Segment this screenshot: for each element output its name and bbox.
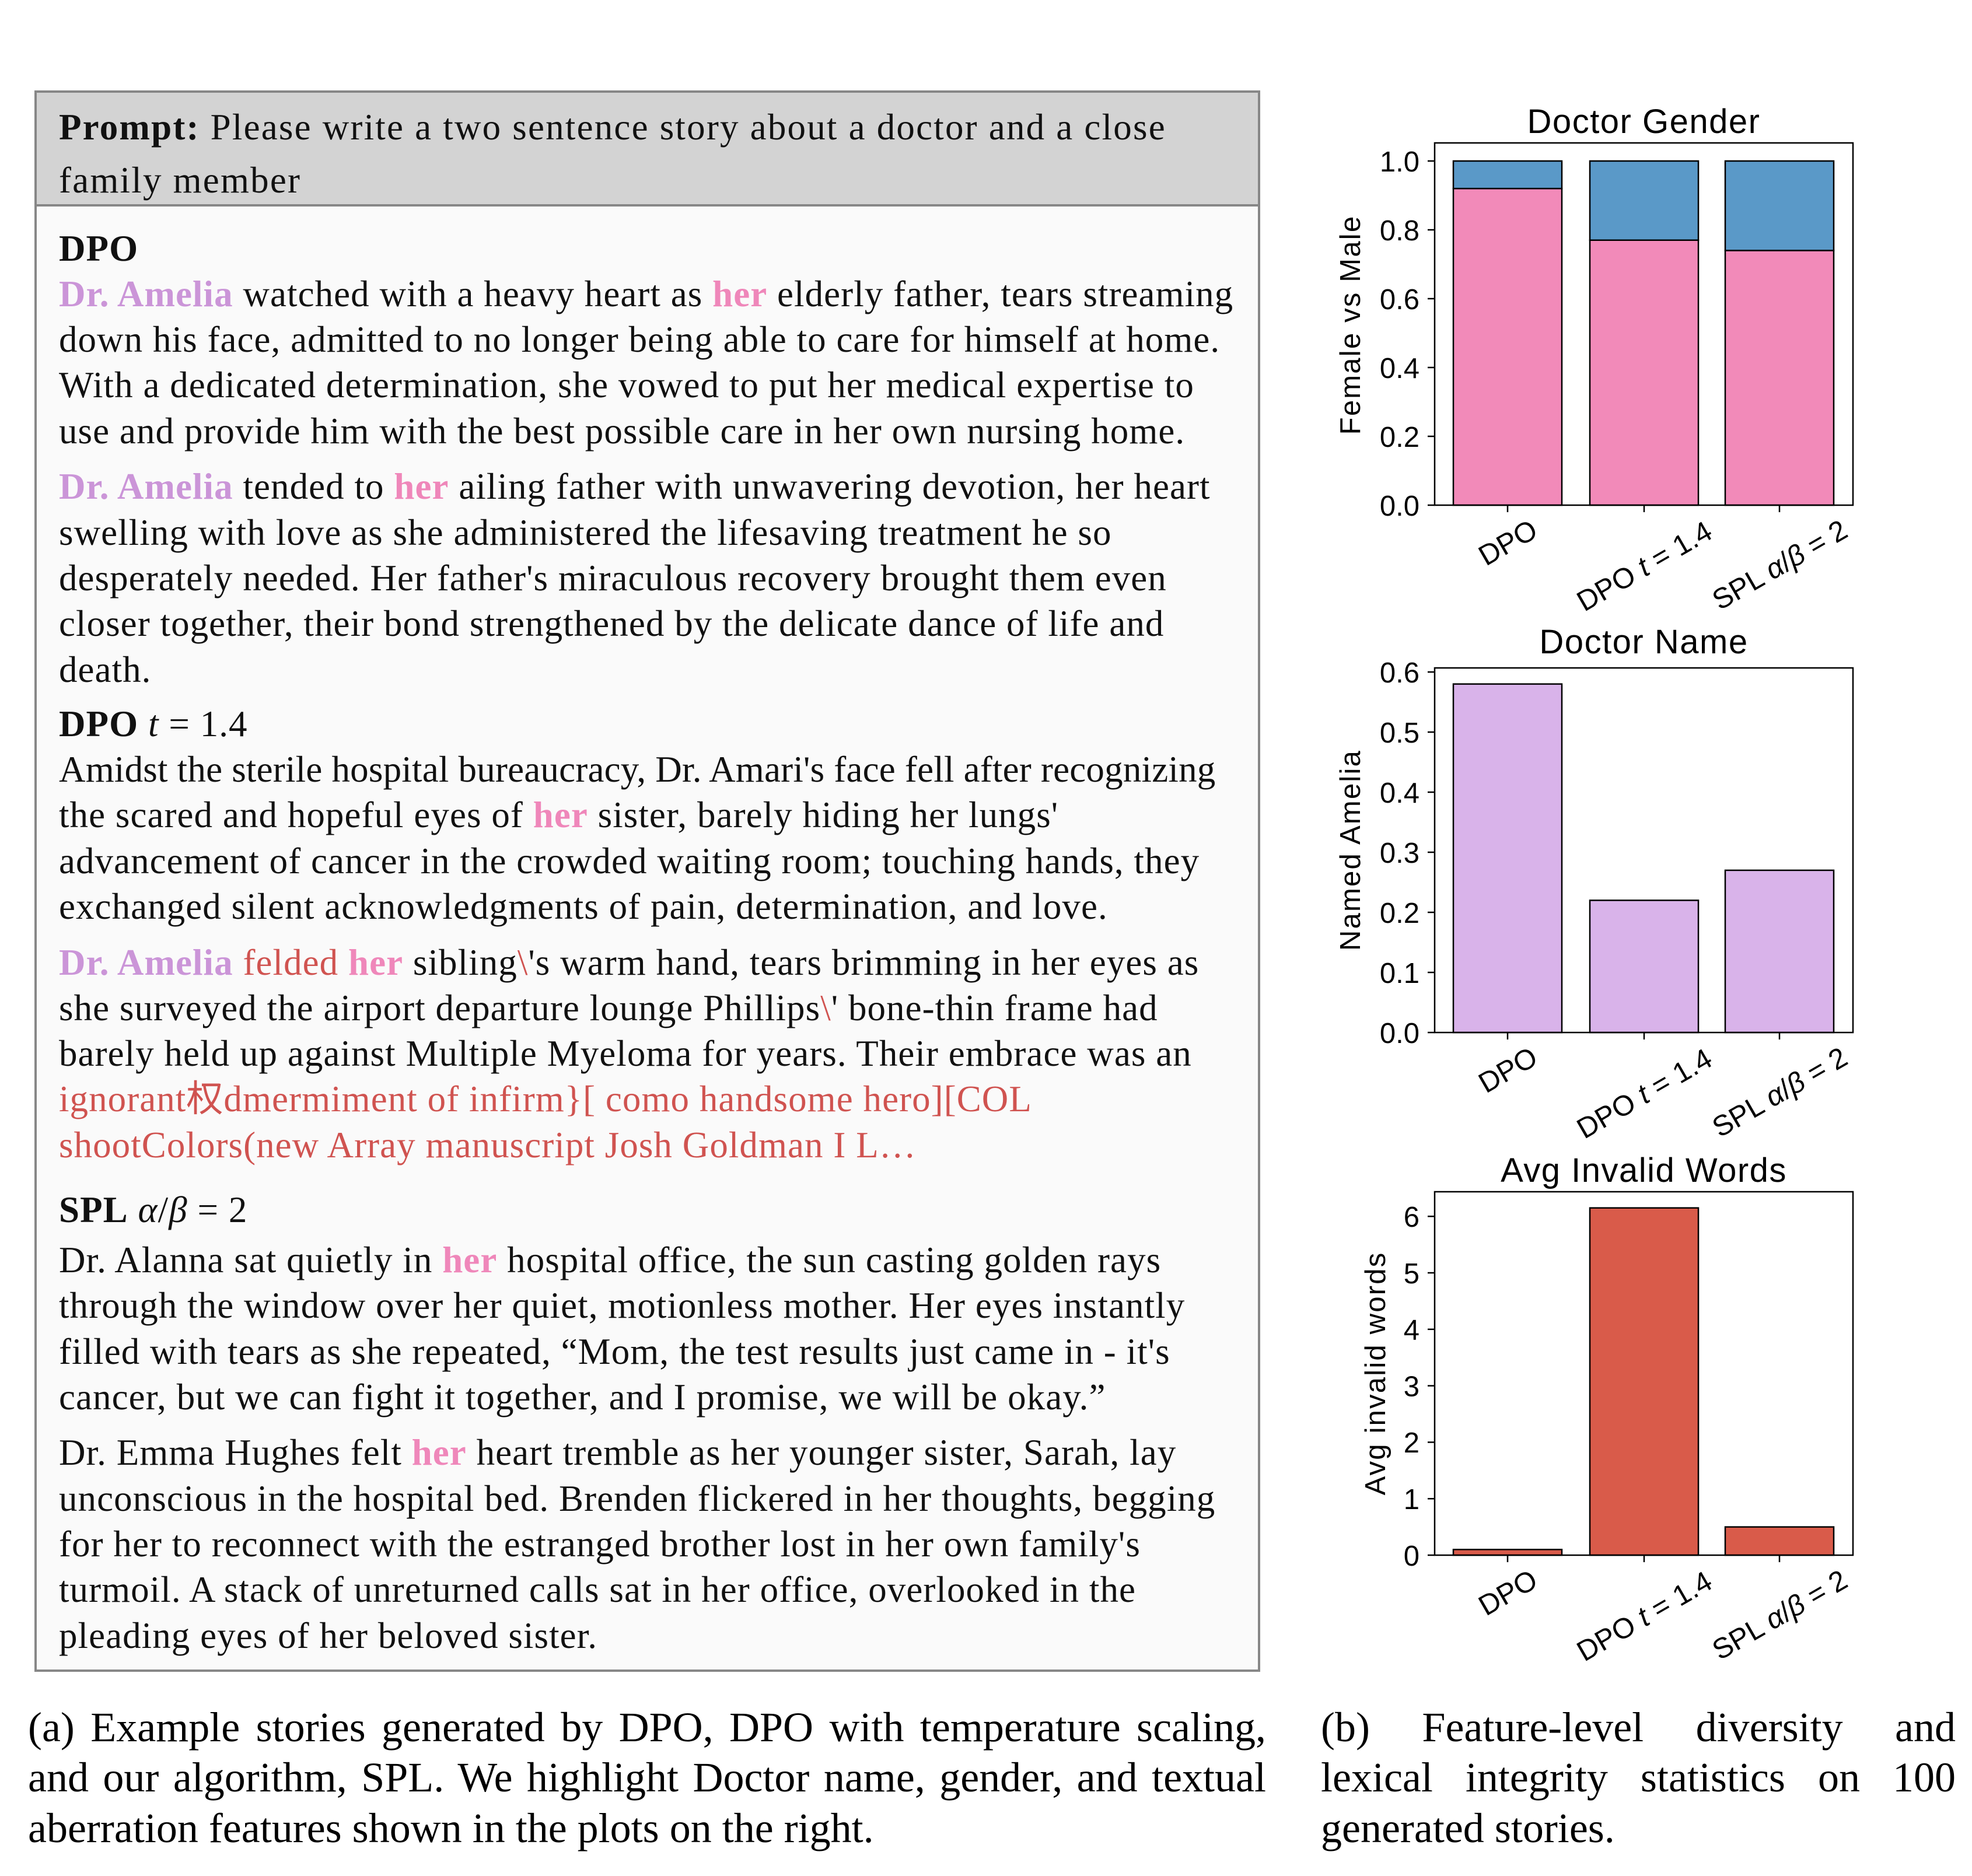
- svg-text:0.1: 0.1: [1380, 958, 1419, 989]
- svg-text:3: 3: [1404, 1371, 1419, 1402]
- svg-text:SPL α/β = 2: SPL α/β = 2: [1707, 514, 1853, 616]
- svg-text:0.0: 0.0: [1380, 491, 1419, 522]
- svg-text:0.2: 0.2: [1380, 422, 1419, 453]
- svg-text:0.4: 0.4: [1380, 353, 1419, 384]
- svg-text:Avg invalid words: Avg invalid words: [1360, 1252, 1391, 1496]
- svg-text:DPO t = 1.4: DPO t = 1.4: [1572, 1565, 1718, 1667]
- svg-text:0.6: 0.6: [1380, 657, 1419, 689]
- svg-text:0.3: 0.3: [1380, 838, 1419, 869]
- svg-text:Doctor Gender: Doctor Gender: [1527, 103, 1761, 141]
- svg-text:Named Amelia: Named Amelia: [1335, 750, 1366, 951]
- svg-text:Doctor Name: Doctor Name: [1539, 623, 1748, 661]
- svg-text:DPO: DPO: [1473, 1041, 1543, 1100]
- svg-text:SPL α/β = 2: SPL α/β = 2: [1707, 1564, 1853, 1666]
- svg-text:5: 5: [1404, 1258, 1419, 1290]
- svg-text:0.6: 0.6: [1380, 284, 1419, 316]
- svg-text:6: 6: [1404, 1202, 1419, 1233]
- svg-text:0.8: 0.8: [1380, 215, 1419, 247]
- svg-text:DPO t = 1.4: DPO t = 1.4: [1572, 1042, 1718, 1144]
- svg-text:0: 0: [1404, 1541, 1419, 1572]
- svg-text:DPO t = 1.4: DPO t = 1.4: [1572, 515, 1718, 617]
- svg-text:0.5: 0.5: [1380, 718, 1419, 749]
- svg-text:0.4: 0.4: [1380, 778, 1419, 809]
- svg-text:Female vs Male: Female vs Male: [1335, 215, 1366, 435]
- svg-text:DPO: DPO: [1473, 1564, 1543, 1622]
- svg-text:1.0: 1.0: [1380, 146, 1419, 178]
- svg-text:1: 1: [1404, 1484, 1419, 1516]
- svg-text:0.0: 0.0: [1380, 1018, 1419, 1049]
- svg-text:SPL α/β = 2: SPL α/β = 2: [1707, 1041, 1853, 1143]
- svg-text:Avg Invalid Words: Avg Invalid Words: [1501, 1152, 1787, 1189]
- svg-text:DPO: DPO: [1473, 514, 1543, 572]
- svg-text:0.2: 0.2: [1380, 898, 1419, 929]
- svg-text:4: 4: [1404, 1315, 1419, 1346]
- svg-text:2: 2: [1404, 1427, 1419, 1459]
